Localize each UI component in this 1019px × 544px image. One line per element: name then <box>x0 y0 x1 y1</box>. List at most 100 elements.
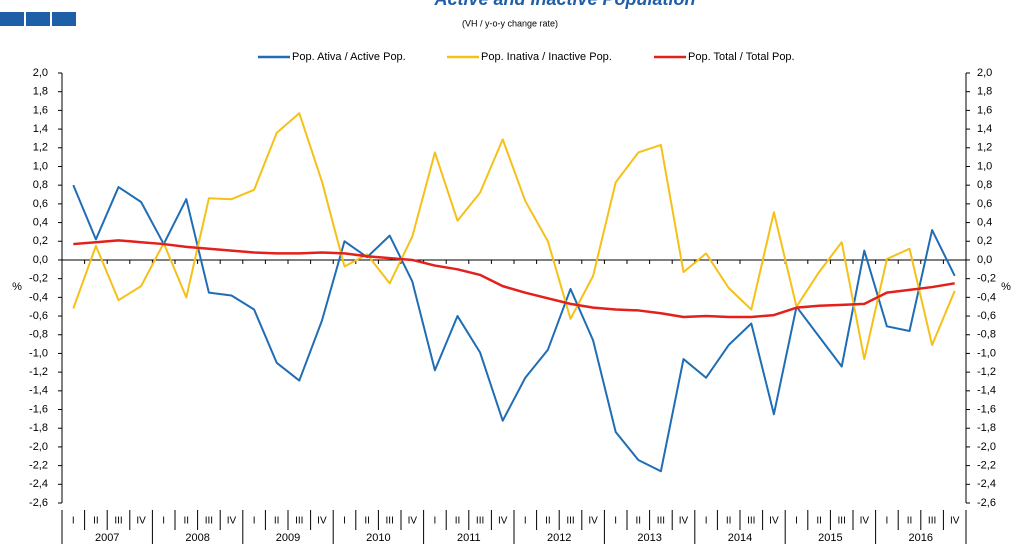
y-tick-label: 0,0 <box>33 254 48 266</box>
y2-tick-label: -1,0 <box>977 347 996 359</box>
x-tick-label: II <box>184 516 190 527</box>
legend-label: Pop. Total / Total Pop. <box>688 51 795 63</box>
x-tick-label: I <box>434 516 437 527</box>
x-tick-label: II <box>907 516 913 527</box>
x-tick-label: IV <box>769 516 779 527</box>
x-tick-label: I <box>614 516 617 527</box>
y-tick-label: 0,2 <box>33 235 48 247</box>
logo-block <box>26 12 50 26</box>
y2-tick-label: -0,4 <box>977 291 996 303</box>
legend-label: Pop. Ativa / Active Pop. <box>292 51 406 63</box>
y2-tick-label: 0,4 <box>977 216 992 228</box>
chart-subtitle: (VH / y-o-y change rate) <box>462 18 558 28</box>
x-tick-label: II <box>545 516 551 527</box>
y-tick-label: 2,0 <box>33 67 48 79</box>
x-tick-label: III <box>205 516 213 527</box>
x-tick-label: II <box>274 516 280 527</box>
x-tick-label: II <box>455 516 461 527</box>
y2-tick-label: -0,2 <box>977 273 996 285</box>
y-tick-label: -0,4 <box>29 291 48 303</box>
legend-label: Pop. Inativa / Inactive Pop. <box>481 51 612 63</box>
x-tick-label: IV <box>408 516 418 527</box>
y-tick-label: -2,4 <box>29 478 48 490</box>
y2-tick-label: -2,6 <box>977 497 996 509</box>
x-tick-label: I <box>343 516 346 527</box>
y2-tick-label: 1,4 <box>977 123 992 135</box>
y2-tick-label: -2,0 <box>977 441 996 453</box>
x-group-label: 2007 <box>95 532 119 544</box>
y2-tick-label: 1,2 <box>977 142 992 154</box>
x-tick-label: III <box>566 516 574 527</box>
y2-tick-label: -2,2 <box>977 460 996 472</box>
y-tick-label: 1,2 <box>33 142 48 154</box>
y2-tick-label: -1,6 <box>977 403 996 415</box>
y2-tick-label: -0,6 <box>977 310 996 322</box>
y2-tick-label: 0,0 <box>977 254 992 266</box>
y2-tick-label: 0,6 <box>977 198 992 210</box>
x-tick-label: I <box>524 516 527 527</box>
y2-tick-label: 1,6 <box>977 104 992 116</box>
x-tick-label: IV <box>317 516 327 527</box>
y2-axis-label: % <box>1001 281 1011 293</box>
x-tick-label: II <box>364 516 370 527</box>
y2-tick-label: -1,2 <box>977 366 996 378</box>
y-tick-label: -0,8 <box>29 329 48 341</box>
y-tick-label: 1,4 <box>33 123 48 135</box>
y2-tick-label: 0,8 <box>977 179 992 191</box>
x-tick-label: I <box>72 516 75 527</box>
y-tick-label: -2,0 <box>29 441 48 453</box>
x-tick-label: III <box>476 516 484 527</box>
x-group-label: 2011 <box>457 532 481 544</box>
y2-tick-label: 1,0 <box>977 160 992 172</box>
x-tick-label: III <box>295 516 303 527</box>
y2-tick-label: 0,2 <box>977 235 992 247</box>
y-tick-label: -1,6 <box>29 403 48 415</box>
y-tick-label: 0,8 <box>33 179 48 191</box>
x-group-label: 2012 <box>547 532 571 544</box>
y-tick-label: 0,4 <box>33 216 48 228</box>
y-tick-label: -1,8 <box>29 422 48 434</box>
x-tick-label: II <box>816 516 822 527</box>
x-tick-label: III <box>747 516 755 527</box>
x-tick-label: II <box>93 516 99 527</box>
x-tick-label: III <box>928 516 936 527</box>
logo-block <box>0 12 24 26</box>
x-tick-label: II <box>636 516 642 527</box>
x-tick-label: IV <box>679 516 689 527</box>
x-tick-label: I <box>886 516 889 527</box>
x-group-label: 2016 <box>909 532 933 544</box>
x-tick-label: III <box>838 516 846 527</box>
x-tick-label: IV <box>588 516 598 527</box>
y2-tick-label: -0,8 <box>977 329 996 341</box>
x-tick-label: IV <box>227 516 237 527</box>
y-tick-label: 1,6 <box>33 104 48 116</box>
y2-tick-label: -2,4 <box>977 478 996 490</box>
y-tick-label: -1,0 <box>29 347 48 359</box>
y2-tick-label: -1,4 <box>977 385 996 397</box>
y-tick-label: -1,4 <box>29 385 48 397</box>
y2-tick-label: 2,0 <box>977 67 992 79</box>
series-line <box>72 184 956 473</box>
y-tick-label: 1,0 <box>33 160 48 172</box>
x-group-label: 2008 <box>185 532 209 544</box>
y-tick-label: -2,2 <box>29 460 48 472</box>
logo-block <box>52 12 76 26</box>
y2-tick-label: 1,8 <box>977 86 992 98</box>
x-tick-label: I <box>253 516 256 527</box>
x-tick-label: III <box>386 516 394 527</box>
y2-tick-label: -1,8 <box>977 422 996 434</box>
x-group-label: 2009 <box>276 532 300 544</box>
y-tick-label: -0,6 <box>29 310 48 322</box>
x-group-label: 2015 <box>818 532 842 544</box>
x-tick-label: II <box>726 516 732 527</box>
x-group-label: 2013 <box>637 532 661 544</box>
y-axis-label: % <box>12 281 22 293</box>
series-line <box>72 112 956 361</box>
x-tick-label: I <box>162 516 165 527</box>
x-group-label: 2014 <box>728 532 752 544</box>
y-tick-label: 1,8 <box>33 86 48 98</box>
x-tick-label: III <box>114 516 122 527</box>
x-tick-label: I <box>795 516 798 527</box>
y-tick-label: -1,2 <box>29 366 48 378</box>
